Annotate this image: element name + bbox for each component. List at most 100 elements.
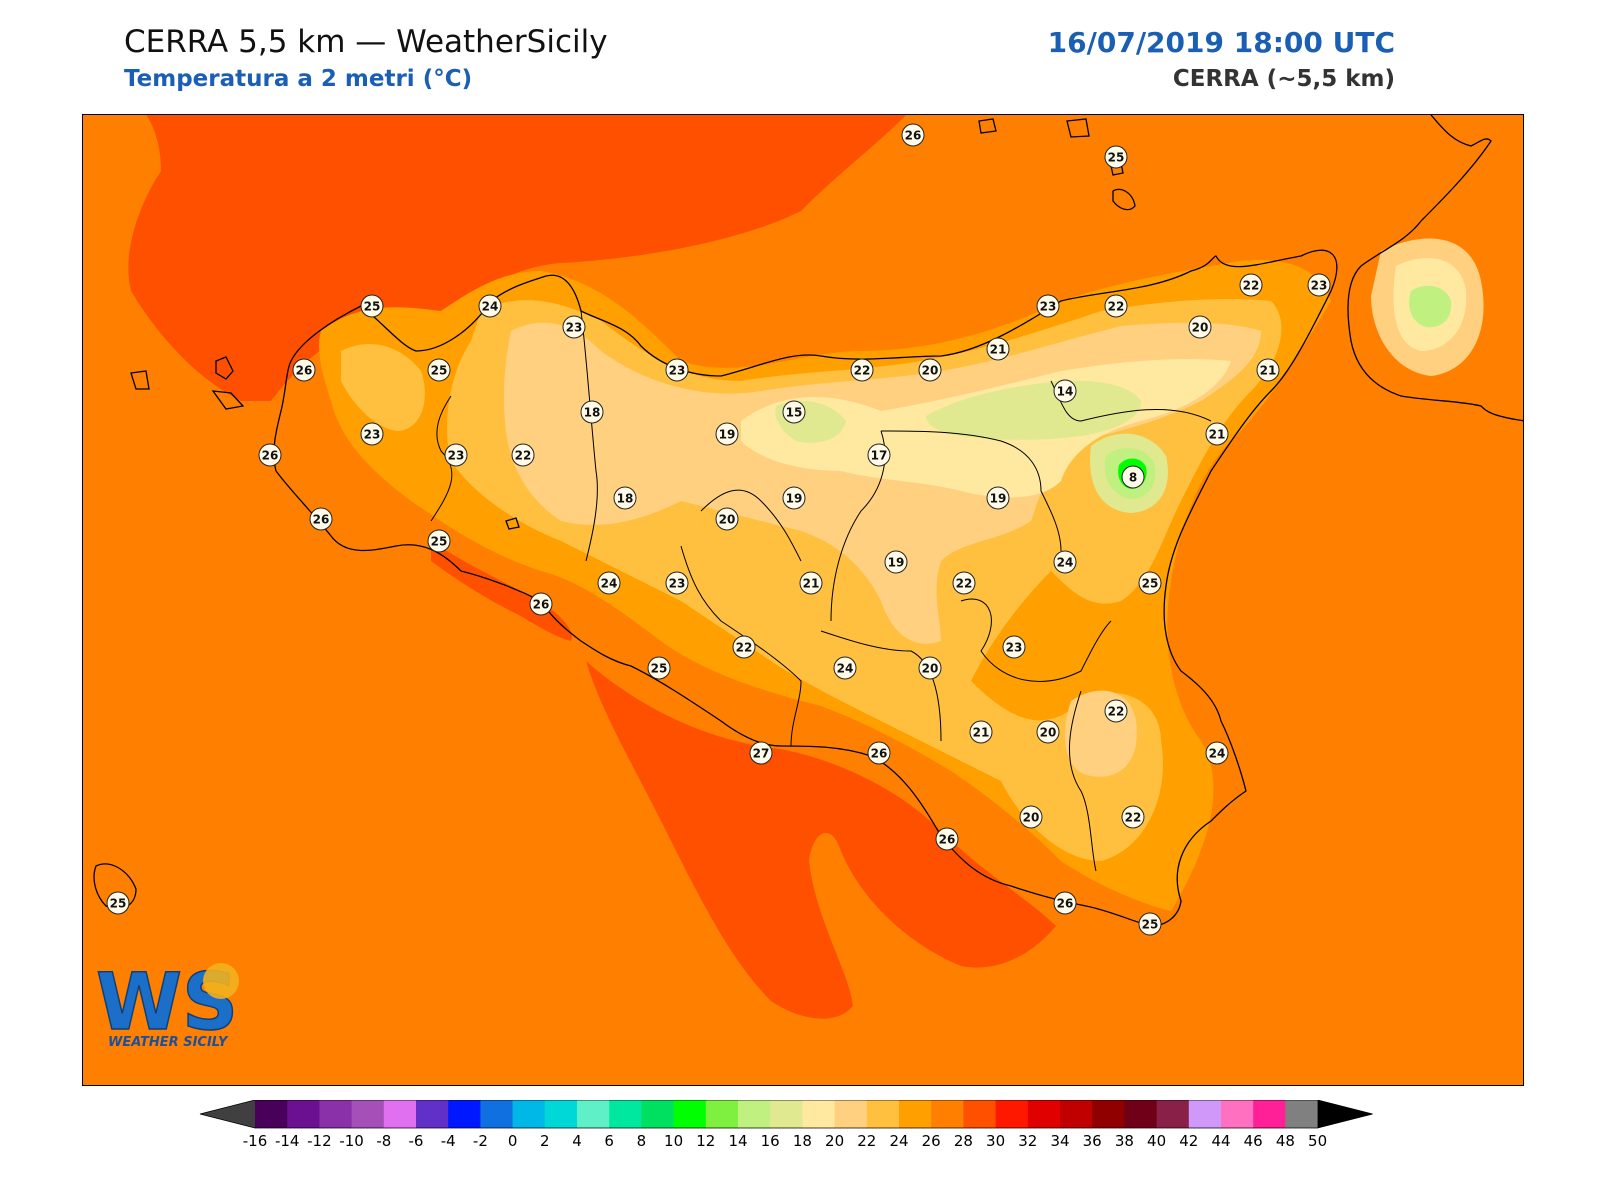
station-label: 25: [1142, 577, 1159, 591]
station-marker: [884, 550, 908, 574]
station-label: 20: [1023, 811, 1040, 825]
station-value: 22: [952, 571, 976, 595]
station-marker: [1307, 273, 1331, 297]
station-value: 19: [986, 486, 1010, 510]
station-label: 23: [1006, 641, 1023, 655]
station-value: 17: [867, 443, 891, 467]
station-marker: [867, 741, 891, 765]
station-label: 19: [786, 492, 803, 506]
station-label: 21: [990, 343, 1007, 357]
station-marker: [969, 720, 993, 744]
colorbar-tick-label: 28: [954, 1132, 973, 1150]
station-marker: [749, 741, 773, 765]
aeolian-islands: [978, 118, 1136, 211]
station-label: 23: [448, 449, 465, 463]
colorbar-tick-label: 4: [572, 1132, 582, 1150]
station-marker: [867, 443, 891, 467]
station-value: 24: [597, 571, 621, 595]
station-marker: [1019, 805, 1043, 829]
station-value: 27: [749, 741, 773, 765]
station-label: 26: [533, 598, 550, 612]
station-marker: [427, 358, 451, 382]
colorbar-cell: [448, 1100, 481, 1128]
station-marker: [360, 422, 384, 446]
station-marker: [732, 635, 756, 659]
colorbar-tick-label: 12: [696, 1132, 715, 1150]
station-value: 26: [529, 592, 553, 616]
station-marker: [258, 443, 282, 467]
station-value: 24: [1205, 741, 1229, 765]
station-value: 26: [935, 827, 959, 851]
colorbar-tick-label: 2: [540, 1132, 550, 1150]
calabria-coastline: [1347, 115, 1523, 422]
field-14-16: [926, 380, 1141, 440]
colorbar-cell: [705, 1100, 739, 1128]
station-label: 24: [1057, 556, 1074, 570]
station-value: 15: [782, 400, 806, 424]
colorbar-cell: [1060, 1100, 1093, 1128]
ustica-island: [505, 517, 520, 530]
station-marker: [511, 443, 535, 467]
station-value: 24: [1053, 550, 1077, 574]
station-marker: [715, 422, 739, 446]
station-value: 22: [1104, 294, 1128, 318]
station-value: 19: [715, 422, 739, 446]
station-marker: [1036, 720, 1060, 744]
coastlines: [93, 115, 1523, 927]
station-value: 26: [867, 741, 891, 765]
station-value: 25: [1104, 145, 1128, 169]
station-label: 20: [719, 513, 736, 527]
station-marker: [935, 827, 959, 851]
station-marker: [1205, 741, 1229, 765]
colorbar-tick-label: 50: [1308, 1132, 1327, 1150]
station-marker: [918, 656, 942, 680]
colorbar-tick-label: 0: [508, 1132, 518, 1150]
colorbar: -16 -14 -12 -10 -8 -6 -4 -2 0 2 4 6 8 10 12 14 16 18 20 22 2…: [199, 1100, 1373, 1150]
colorbar-cell: [963, 1100, 997, 1128]
colorbar-tick-label: 34: [1050, 1132, 1069, 1150]
station-label: 23: [669, 364, 686, 378]
station-value: 21: [969, 720, 993, 744]
station-marker: [782, 400, 806, 424]
field-26-28-south-sea: [586, 661, 1056, 1019]
station-marker: [444, 443, 468, 467]
colorbar-tick-label: 20: [825, 1132, 844, 1150]
colorbar-cell: [802, 1100, 836, 1128]
colorbar-cell: [1156, 1100, 1190, 1128]
colorbar-tick-label: 42: [1179, 1132, 1198, 1150]
station-marker: [1256, 358, 1280, 382]
station-marker: [1053, 550, 1077, 574]
colorbar-tick-label: 38: [1115, 1132, 1134, 1150]
colorbar-tick-label: 26: [922, 1132, 941, 1150]
station-value: 25: [106, 891, 130, 915]
station-label: 25: [110, 897, 127, 911]
station-marker: [309, 507, 333, 531]
station-marker: [952, 571, 976, 595]
station-marker: [665, 358, 689, 382]
station-label: 18: [617, 492, 634, 506]
map-subtitle: Temperatura a 2 metri (°C): [124, 66, 473, 92]
colorbar-over-arrow: [1317, 1100, 1373, 1128]
weather-sicily-logo-icon: WS WEATHER SICILY: [95, 957, 239, 1050]
colorbar-tick-label: -6: [409, 1132, 424, 1150]
colorbar-cell: [383, 1100, 417, 1128]
colorbar-tick-label: -16: [243, 1132, 268, 1150]
station-value: 21: [1256, 358, 1280, 382]
colorbar-tick-label: 8: [637, 1132, 647, 1150]
station-label: 19: [990, 492, 1007, 506]
colorbar-cell: [899, 1100, 932, 1128]
colorbar-ticks: -16 -14 -12 -10 -8 -6 -4 -2 0 2 4 6 8 10 12 14 16 18 20 22 2…: [243, 1132, 1327, 1150]
station-label: 23: [566, 321, 583, 335]
station-marker: [360, 294, 384, 318]
colorbar-cell: [641, 1100, 675, 1128]
station-value: 22: [511, 443, 535, 467]
colorbar-cell: [673, 1100, 707, 1128]
station-value: 22: [1104, 699, 1128, 723]
station-value: 26: [309, 507, 333, 531]
station-value: 23: [665, 571, 689, 595]
station-label: 26: [1057, 897, 1074, 911]
colorbar-cell: [1124, 1100, 1158, 1128]
station-label: 27: [753, 747, 770, 761]
station-value: 23: [444, 443, 468, 467]
colorbar-cell: [1027, 1100, 1061, 1128]
